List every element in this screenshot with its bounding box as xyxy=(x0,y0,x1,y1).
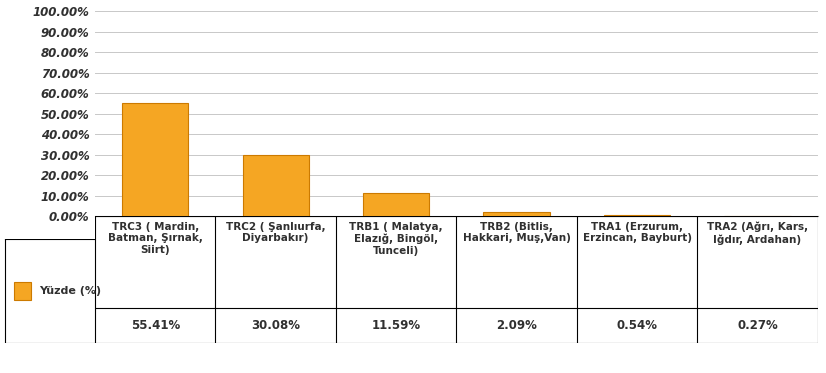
Text: Yüzde (%): Yüzde (%) xyxy=(39,286,101,296)
Bar xyxy=(243,155,309,216)
Bar xyxy=(363,192,430,216)
Text: 11.59%: 11.59% xyxy=(372,319,420,332)
Bar xyxy=(604,215,670,216)
Text: 30.08%: 30.08% xyxy=(251,319,300,332)
Bar xyxy=(483,212,550,216)
Text: 0.27%: 0.27% xyxy=(737,319,778,332)
Text: 2.09%: 2.09% xyxy=(496,319,537,332)
Text: 55.41%: 55.41% xyxy=(131,319,180,332)
Bar xyxy=(122,103,188,216)
Bar xyxy=(14,282,31,300)
Text: 0.54%: 0.54% xyxy=(616,319,657,332)
